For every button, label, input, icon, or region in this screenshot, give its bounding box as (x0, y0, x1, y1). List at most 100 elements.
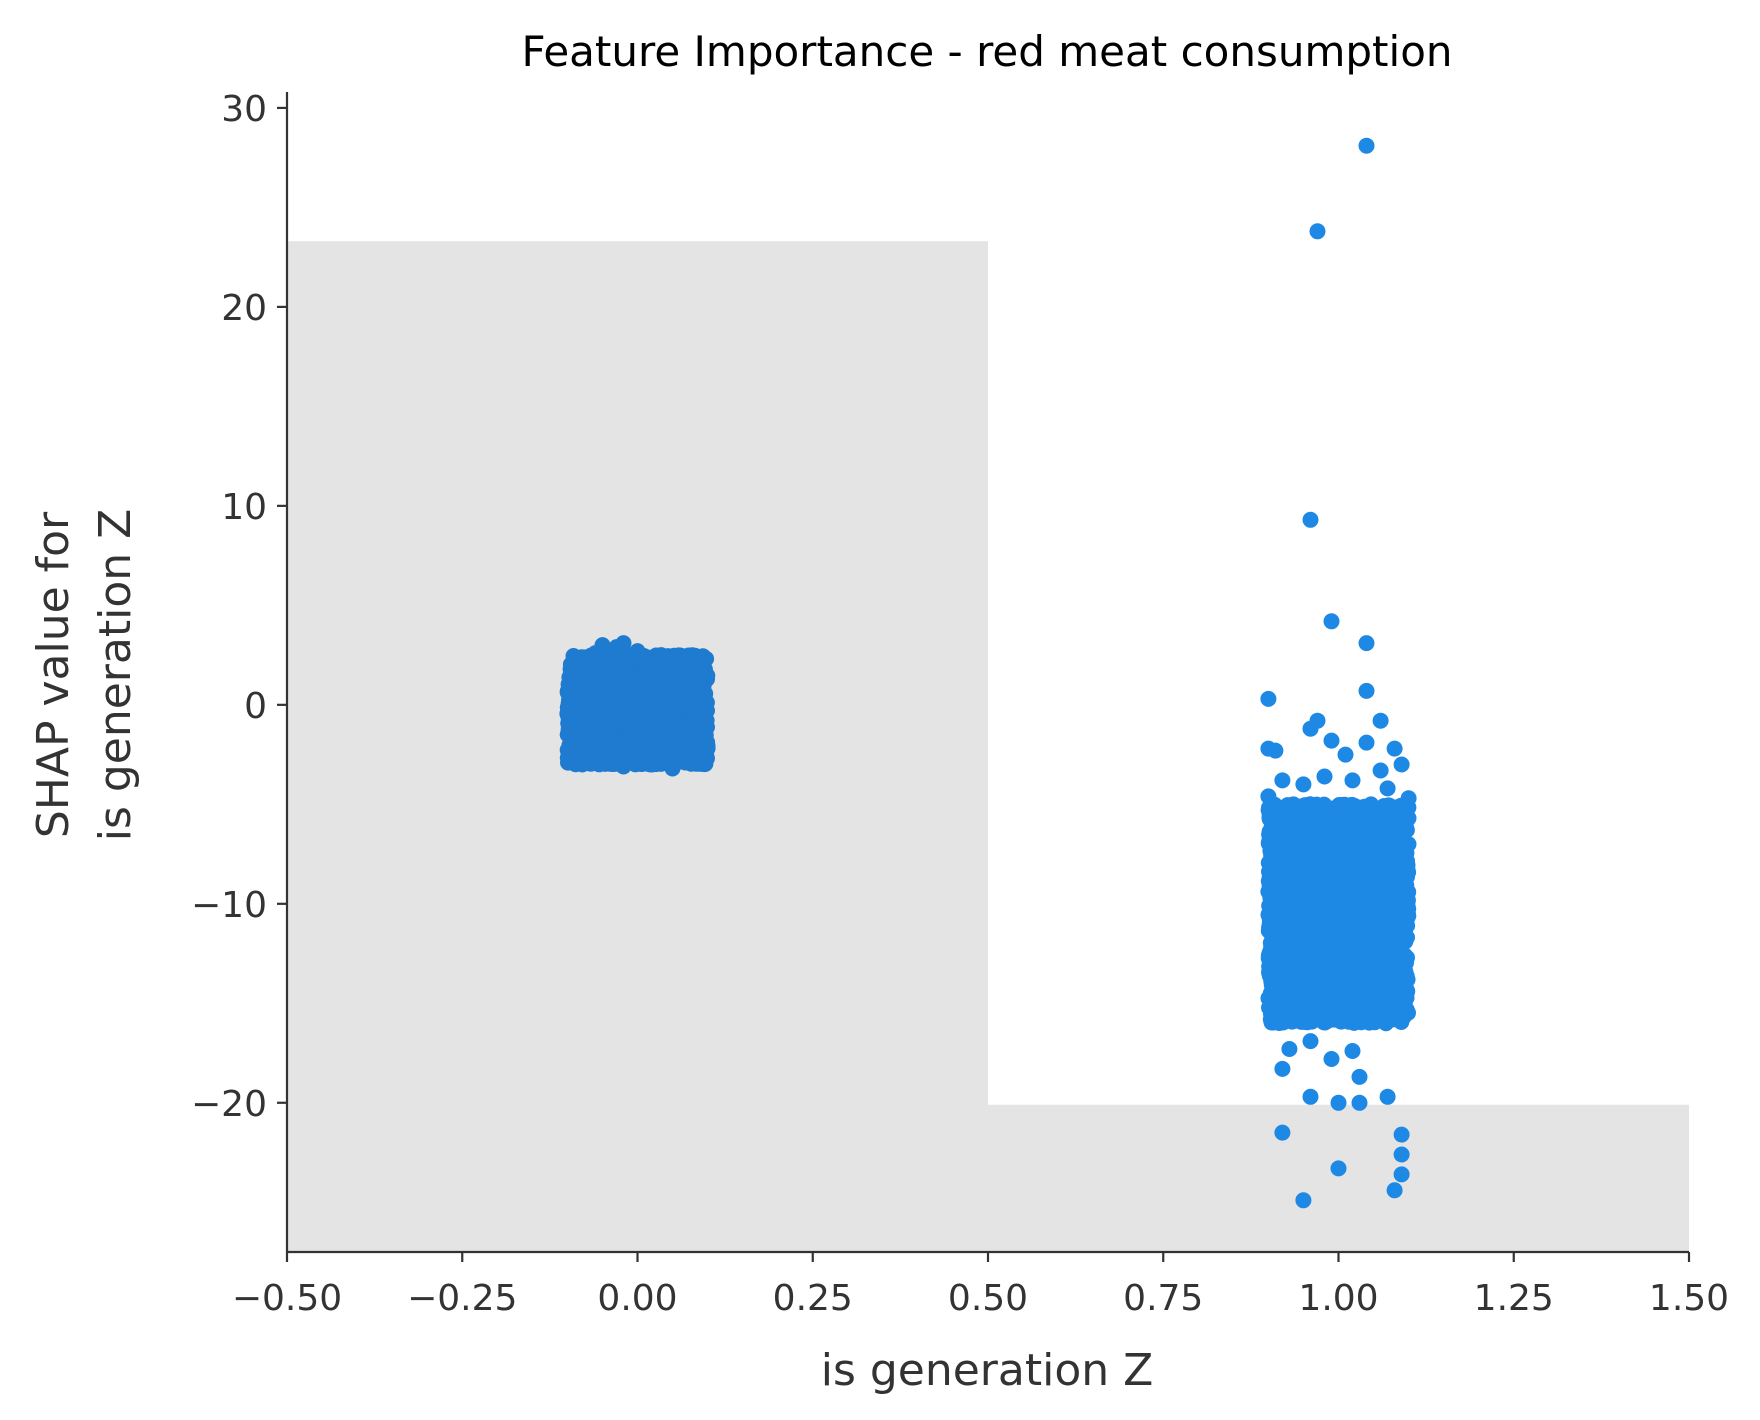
data-point (699, 734, 716, 751)
data-point (633, 668, 650, 685)
data-point (1358, 682, 1375, 699)
data-point (1294, 988, 1311, 1005)
x-tick-label: 1.50 (1649, 1278, 1729, 1319)
data-point (597, 755, 614, 772)
y-ticks: −20 −10 0 10 20 30 (191, 89, 287, 1125)
data-point (567, 679, 584, 696)
data-point (1393, 1126, 1410, 1143)
data-point (1280, 812, 1297, 829)
data-point (615, 734, 632, 751)
data-point (1322, 824, 1339, 841)
data-point (1267, 742, 1284, 759)
data-point (1260, 690, 1277, 707)
data-point (1330, 1160, 1347, 1177)
y-tick-label: 10 (221, 487, 267, 528)
data-point (1274, 1124, 1291, 1141)
data-point (1399, 856, 1416, 873)
data-point (1305, 875, 1322, 892)
data-point (573, 754, 590, 771)
y-tick-label: −10 (191, 885, 267, 926)
data-point (643, 756, 660, 773)
data-point (629, 643, 646, 660)
data-point (608, 639, 625, 656)
data-point (582, 691, 599, 707)
data-point (666, 737, 683, 754)
data-point (1323, 732, 1340, 749)
data-point (1327, 990, 1344, 1007)
data-point (1323, 1051, 1340, 1067)
data-point (1289, 1012, 1306, 1029)
data-point (656, 701, 673, 718)
data-point (1382, 978, 1399, 995)
data-point (1359, 986, 1376, 1003)
data-point (1310, 983, 1327, 1000)
data-point (1274, 772, 1291, 789)
data-point (1282, 935, 1299, 952)
data-point (1362, 799, 1379, 816)
data-point (1398, 819, 1415, 836)
data-point (1262, 905, 1279, 922)
data-point (1302, 511, 1319, 528)
data-point (1358, 635, 1375, 652)
data-point (1293, 910, 1310, 927)
data-point (1261, 799, 1277, 816)
data-point (692, 752, 709, 769)
data-point (1333, 887, 1350, 904)
data-point (647, 668, 664, 685)
data-point (1338, 825, 1355, 842)
data-point (594, 697, 611, 714)
data-point (1325, 858, 1342, 875)
data-point (1344, 772, 1361, 789)
data-point (1323, 613, 1340, 630)
data-point (1358, 734, 1375, 751)
data-point (1384, 901, 1401, 918)
data-point (1380, 798, 1397, 815)
data-point (1393, 1146, 1410, 1163)
data-point (1263, 919, 1280, 936)
data-points (559, 137, 1417, 1209)
data-point (1295, 776, 1312, 793)
data-point (1263, 1000, 1280, 1017)
data-point (680, 722, 697, 739)
data-point (1297, 848, 1314, 865)
data-point (1316, 1011, 1333, 1028)
data-point (612, 714, 629, 731)
data-point (1355, 881, 1372, 897)
data-point (1351, 1068, 1368, 1085)
data-point (1323, 901, 1340, 918)
data-point (1376, 845, 1393, 862)
data-point (1366, 965, 1383, 982)
data-point (1277, 952, 1294, 969)
data-point (1358, 137, 1375, 154)
data-point (1345, 947, 1361, 964)
y-tick-label: 20 (221, 288, 267, 329)
data-point (1262, 960, 1279, 977)
data-point (1372, 762, 1389, 779)
data-point (1385, 823, 1402, 840)
data-point (598, 721, 615, 738)
x-axis-title: is generation Z (821, 1345, 1154, 1396)
data-point (652, 688, 669, 704)
data-point (1260, 788, 1277, 805)
data-point (1396, 914, 1413, 931)
data-point (587, 645, 604, 662)
data-point (1302, 720, 1319, 737)
data-point (1379, 780, 1396, 797)
data-point (687, 647, 703, 664)
data-point (599, 709, 616, 726)
x-tick-label: −0.25 (407, 1278, 517, 1319)
data-point (1304, 934, 1321, 951)
x-tick-label: 0.00 (597, 1278, 677, 1319)
data-point (1386, 740, 1403, 757)
data-point (1277, 883, 1294, 900)
y-tick-label: 0 (244, 686, 267, 727)
y-tick-label: −20 (191, 1084, 267, 1125)
data-point (628, 682, 645, 699)
data-point (606, 684, 623, 701)
data-point (1332, 952, 1349, 968)
data-point (1347, 859, 1364, 876)
x-tick-label: 1.25 (1474, 1278, 1554, 1319)
data-point (695, 685, 712, 702)
x-ticks: −0.50 −0.25 0.00 0.25 0.50 0.75 1.00 1.25 1.50 (232, 1252, 1729, 1319)
